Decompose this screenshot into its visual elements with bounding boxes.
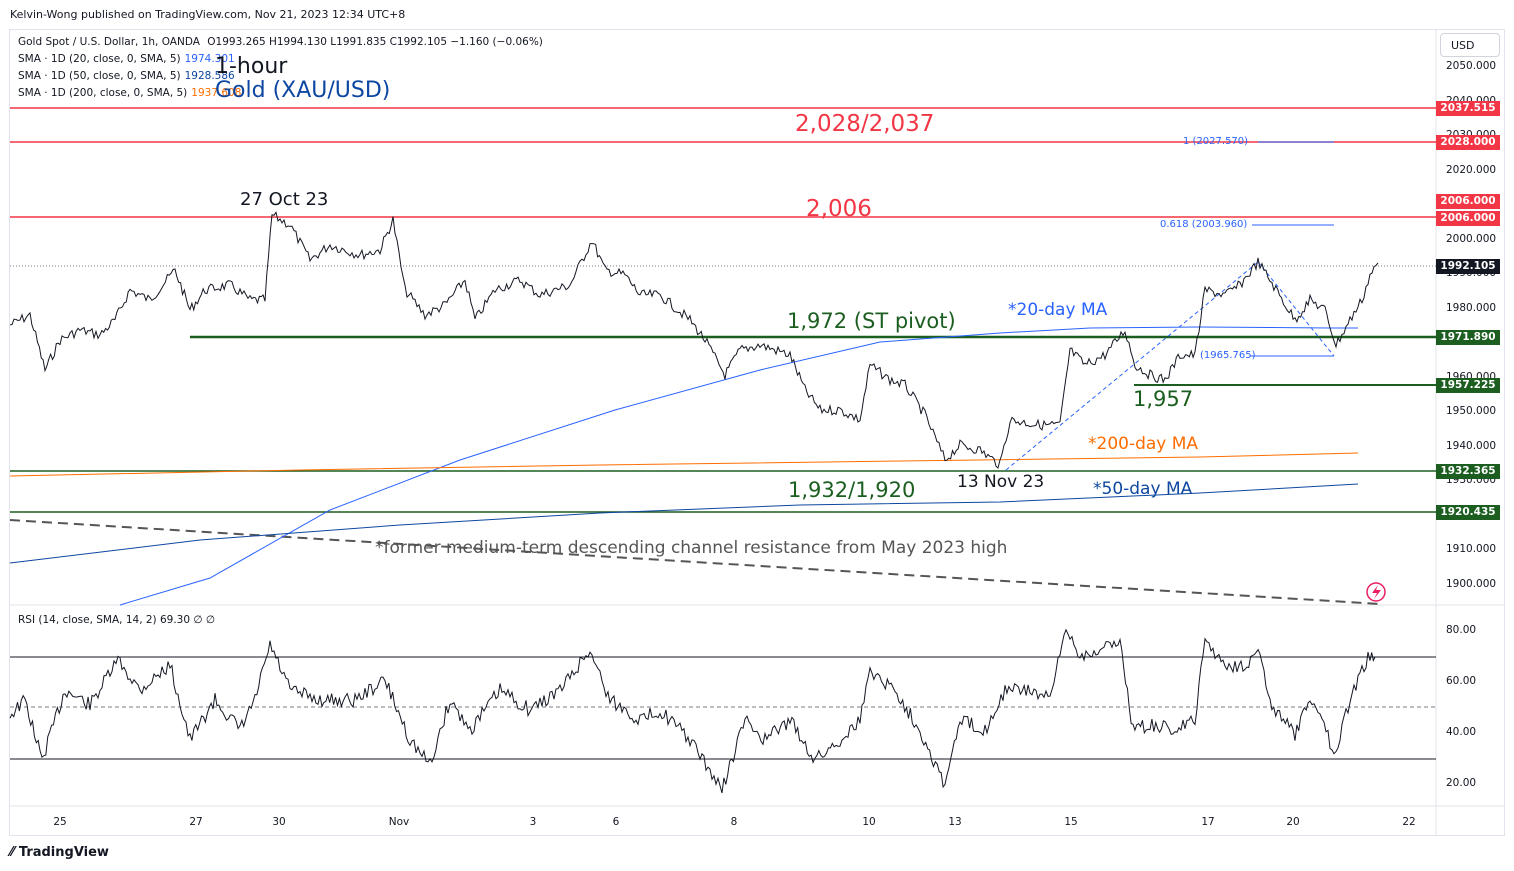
annotation-channel: *former medium-term descending channel r… [375,538,1008,558]
price-tick: 2020.000 [1446,163,1497,176]
annotation-res-mid: 2,006 [806,196,872,222]
time-tick: 8 [730,816,738,828]
time-tick: 3 [529,816,537,828]
price-pill: 1992.105 [1436,259,1500,274]
channel-line [9,519,1381,605]
price-pill: 1957.225 [1436,378,1500,393]
time-tick: 25 [53,816,67,828]
currency-selector[interactable]: USD [1440,33,1500,57]
rsi-tick: 60.00 [1446,675,1477,687]
price-pill: 1920.435 [1436,505,1500,520]
price-tick: 1980.000 [1446,301,1497,314]
price-tick: 1950.000 [1446,405,1497,417]
legend-sma50: SMA · 1D (50, close, 0, SMA, 5) 1928.586 [18,70,235,82]
annotation-sup-zone: 1,932/1,920 [788,478,916,502]
time-tick: 27 [189,816,203,828]
annotation-pivot: 1,972 (ST pivot) [787,309,956,333]
rsi-tick: 40.00 [1446,726,1477,738]
legend-symbol: Gold Spot / U.S. Dollar, 1h, OANDA O1993… [18,36,543,48]
price-tick: 1900.000 [1446,577,1497,590]
annotation-ma50: *50-day MA [1093,479,1193,499]
legend-sma20: SMA · 1D (20, close, 0, SMA, 5) 1974.301 [18,53,235,65]
annotation-res-high: 2,028/2,037 [795,111,935,137]
rsi-tick: 80.00 [1446,624,1477,636]
legend-sma200: SMA · 1D (200, close, 0, SMA, 5) 1937.608 [18,87,242,99]
price-tick: 2000.000 [1446,232,1497,245]
time-tick: 13 [948,816,962,828]
fib-label-0: (1965.765) [1200,350,1256,361]
publisher-line: Kelvin-Wong published on TradingView.com… [10,8,406,21]
rsi-line [9,628,1376,794]
sma50-line [9,483,1359,564]
annotation-ma200: *200-day MA [1088,434,1199,454]
chart-title-symbol: Gold (XAU/USD) [215,78,391,103]
price-pill: 2006.000 [1436,211,1500,226]
price-tick: 1910.000 [1446,543,1497,555]
chart-title-timeframe: 1-hour [215,54,288,79]
price-pill: 2037.515 [1436,101,1500,116]
sma20-line [119,326,1358,606]
rsi-tick: 20.00 [1446,777,1477,789]
annotation-date-low: 13 Nov 23 [957,472,1045,492]
annotation-ma20: *20-day MA [1008,300,1108,320]
legend-rsi: RSI (14, close, SMA, 14, 2) 69.30 ∅ ∅ [18,614,216,626]
annotation-date-high: 27 Oct 23 [240,189,329,210]
sma200-line [9,452,1359,477]
price-pill: 1932.365 [1436,464,1500,479]
time-tick: 17 [1201,816,1215,828]
time-tick: 30 [272,816,286,828]
price-line [9,211,1379,469]
price-pill: 1971.890 [1436,330,1500,345]
tradingview-logo[interactable]: ⁄⁄ TradingView [10,845,109,860]
price-pill: 2028.000 [1436,135,1500,150]
time-tick: 15 [1064,816,1078,828]
tv-icon: ⁄⁄ [10,845,15,860]
time-tick: 22 [1402,816,1416,828]
time-tick: 6 [612,816,620,828]
price-pill: 2006.000 [1436,194,1500,209]
fib-label-1: 1 (2027.570) [1183,136,1249,147]
annotation-sup-low: 1,957 [1133,387,1194,411]
time-tick: Nov [388,816,410,828]
chart-frame [9,29,1505,836]
time-tick: 20 [1286,816,1300,828]
price-series [9,211,1379,469]
time-tick: 10 [862,816,876,828]
rsi-series [9,628,1376,794]
price-tick: 2050.000 [1446,60,1497,72]
price-tick: 1940.000 [1446,439,1497,452]
fib-label-618: 0.618 (2003.960) [1160,219,1248,230]
